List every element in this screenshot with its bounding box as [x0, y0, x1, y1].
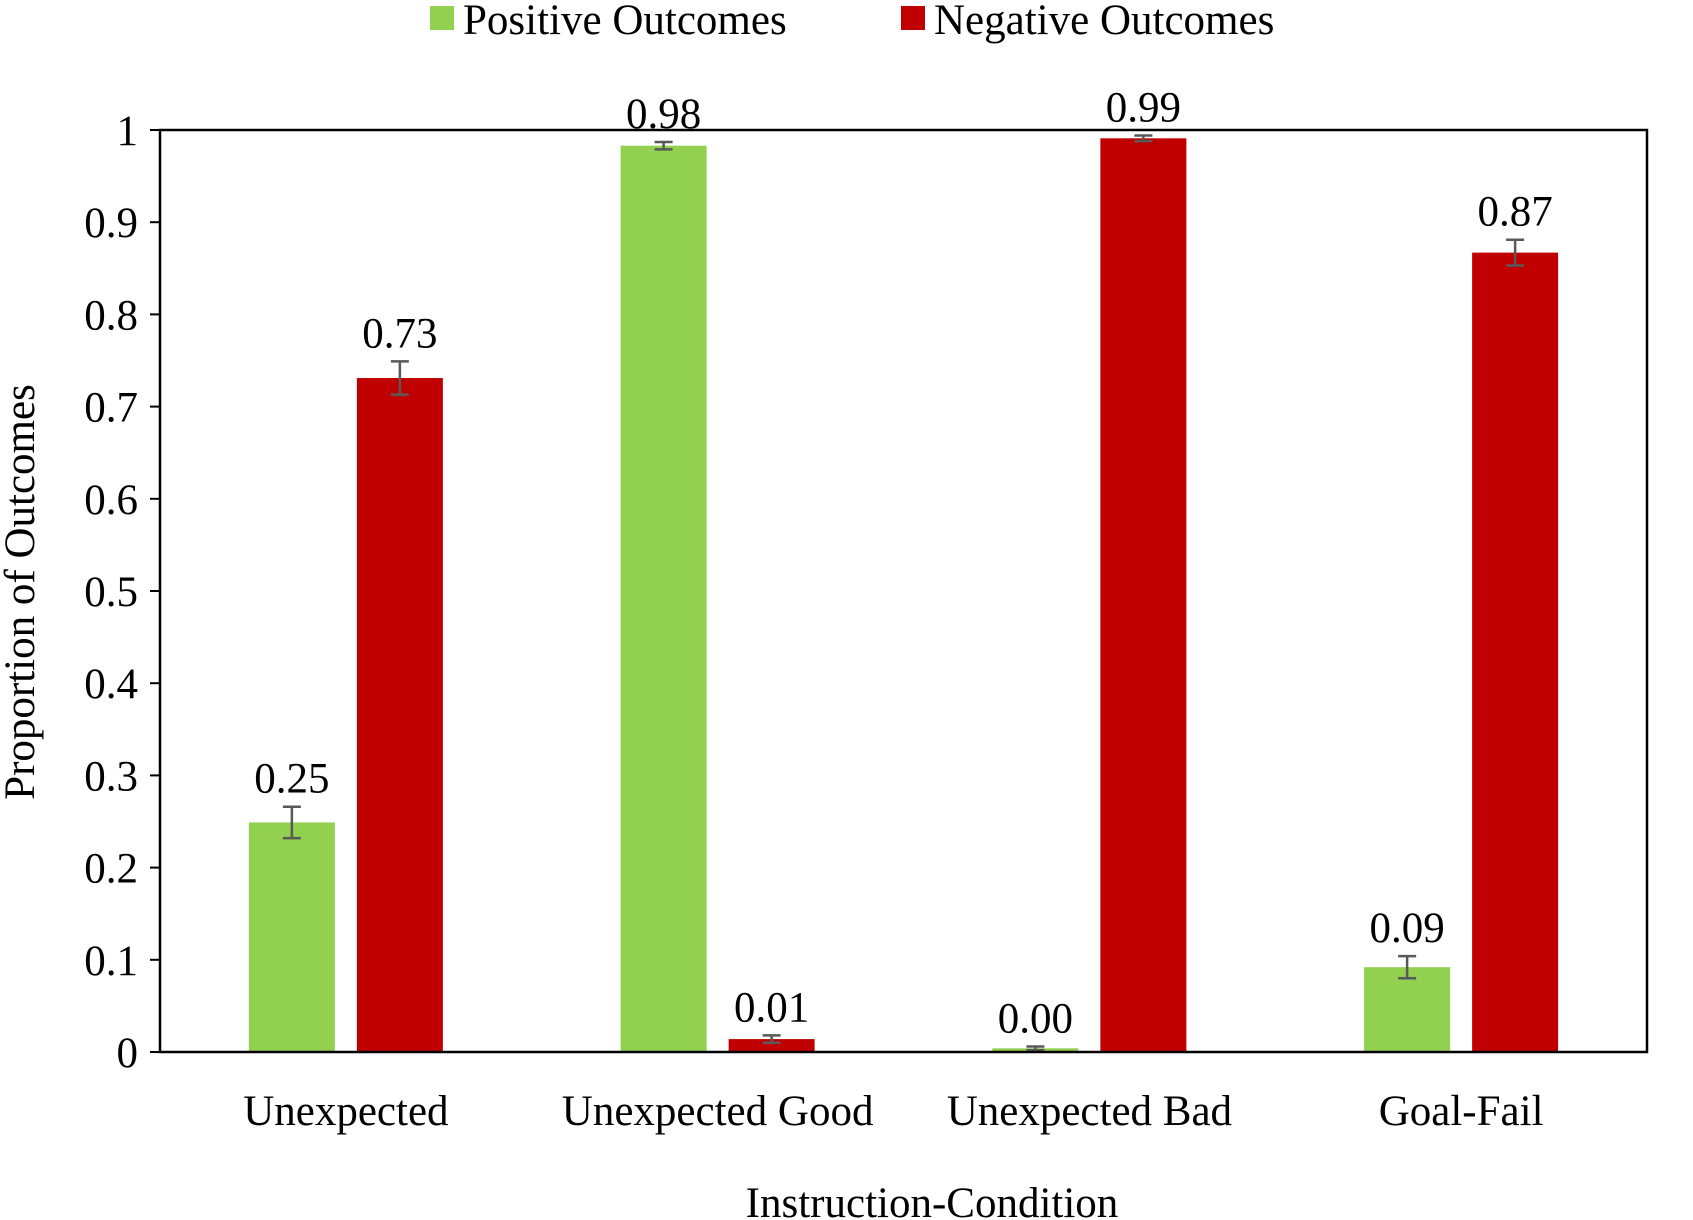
category-label: Unexpected Good: [562, 1088, 874, 1135]
error-bar: [1506, 238, 1525, 267]
y-tick-label: 0.6: [84, 477, 138, 524]
error-bar: [282, 805, 301, 840]
plot-area-frame: [158, 128, 1649, 1054]
error-bar: [390, 360, 409, 396]
category-label: Goal-Fail: [1379, 1088, 1544, 1135]
y-tick-label: 0.2: [84, 846, 138, 893]
data-label: 0.00: [998, 995, 1073, 1042]
bar-positive-0: [248, 822, 335, 1052]
y-tick-label: 0: [117, 1030, 139, 1077]
data-labels: 0.250.730.980.01 0.000.990.090.87: [254, 85, 1553, 1043]
error-bar: [762, 1034, 781, 1045]
bar-positive-3: [1364, 967, 1451, 1052]
data-label: 0.01: [734, 984, 809, 1031]
category-label: Unexpected: [243, 1088, 448, 1135]
y-axis-ticks: 0 0.1 0.2 0.3 0.4 0.5 0.6 0.7 0.8 0.9 1: [84, 108, 160, 1077]
bars: [248, 138, 1559, 1053]
y-tick-label: 0.1: [84, 938, 138, 985]
category-labels: Unexpected Unexpected Good Unexpected Bad G…: [243, 1088, 1543, 1135]
bar-negative-3: [1472, 252, 1559, 1053]
y-tick-label: 1: [117, 108, 139, 155]
error-bar: [1134, 134, 1153, 143]
data-label: 0.87: [1478, 189, 1553, 236]
error-bar: [1398, 954, 1417, 980]
legend-label-negative: Negative Outcomes: [934, 0, 1274, 44]
error-bars: [282, 134, 1525, 1052]
y-tick-label: 0.7: [84, 385, 138, 432]
bar-positive-1: [620, 145, 707, 1052]
error-bar: [654, 140, 673, 151]
data-label: 0.99: [1106, 85, 1181, 132]
data-label: 0.25: [254, 756, 329, 803]
legend-label-positive: Positive Outcomes: [463, 0, 787, 44]
bar-negative-1: [728, 1039, 815, 1052]
legend: Positive Outcomes Negative Outcomes: [430, 0, 1274, 44]
data-label: 0.09: [1370, 905, 1445, 952]
y-tick-label: 0.5: [84, 569, 138, 616]
y-axis-title: Proportion of Outcomes: [0, 384, 44, 800]
y-tick-label: 0.8: [84, 292, 138, 339]
data-label: 0.73: [362, 310, 437, 357]
error-bar: [1026, 1045, 1045, 1052]
y-tick-label: 0.9: [84, 200, 138, 247]
legend-swatch-negative: [901, 6, 925, 30]
bar-negative-0: [356, 378, 443, 1052]
legend-swatch-positive: [430, 6, 454, 30]
x-axis-title: Instruction-Condition: [746, 1180, 1119, 1220]
y-tick-label: 0.3: [84, 753, 138, 800]
category-label: Unexpected Bad: [947, 1088, 1232, 1135]
y-tick-label: 0.4: [84, 661, 138, 708]
bar-negative-2: [1100, 138, 1187, 1053]
